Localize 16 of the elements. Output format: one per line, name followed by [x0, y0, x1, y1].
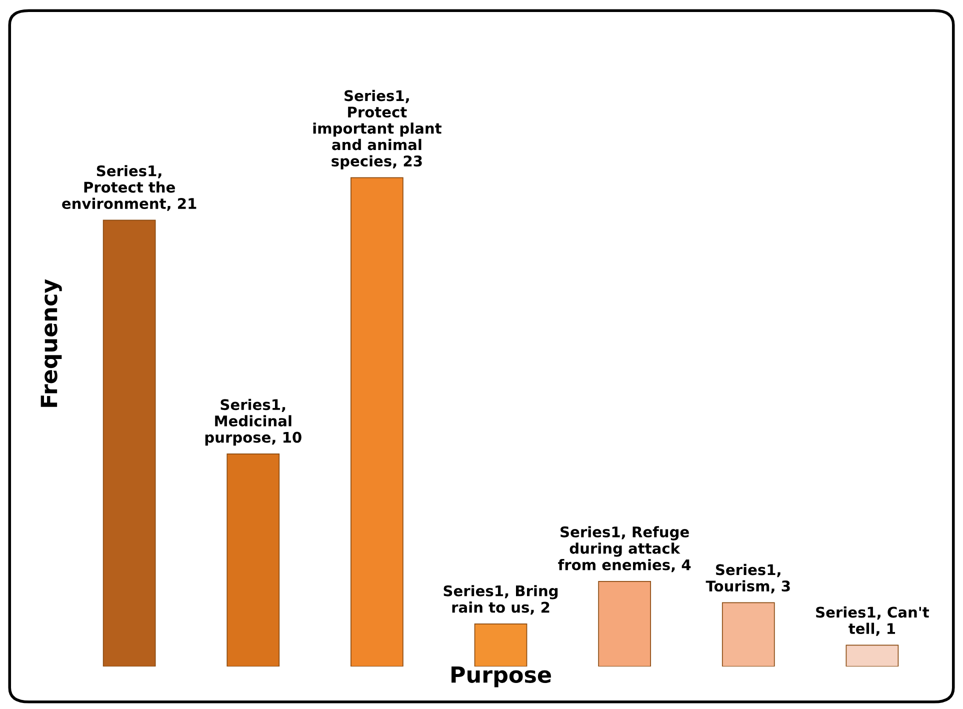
x-axis-title: Purpose: [452, 666, 551, 688]
bar: [226, 454, 280, 666]
data-label: Series1, Protect the environment, 21: [62, 165, 196, 211]
bar: [846, 644, 899, 666]
data-label: Series1, Can't tell, 1: [816, 606, 930, 636]
data-label: Series1, Refuge during attack from enemies, 4: [558, 526, 691, 572]
y-axis-title: Frequency: [40, 279, 62, 407]
data-label: Series1, Tourism, 3: [706, 564, 790, 594]
bar: [102, 220, 156, 666]
data-label: Series1, Medicinal purpose, 10: [205, 398, 302, 446]
bar: [474, 624, 528, 666]
bar: [722, 602, 775, 666]
bar: [350, 177, 404, 666]
data-label: Series1, Protect important plant and animal species, 23: [313, 90, 442, 170]
data-label: Series1, Bring rain to us, 2: [444, 585, 558, 615]
bar: [598, 581, 651, 666]
